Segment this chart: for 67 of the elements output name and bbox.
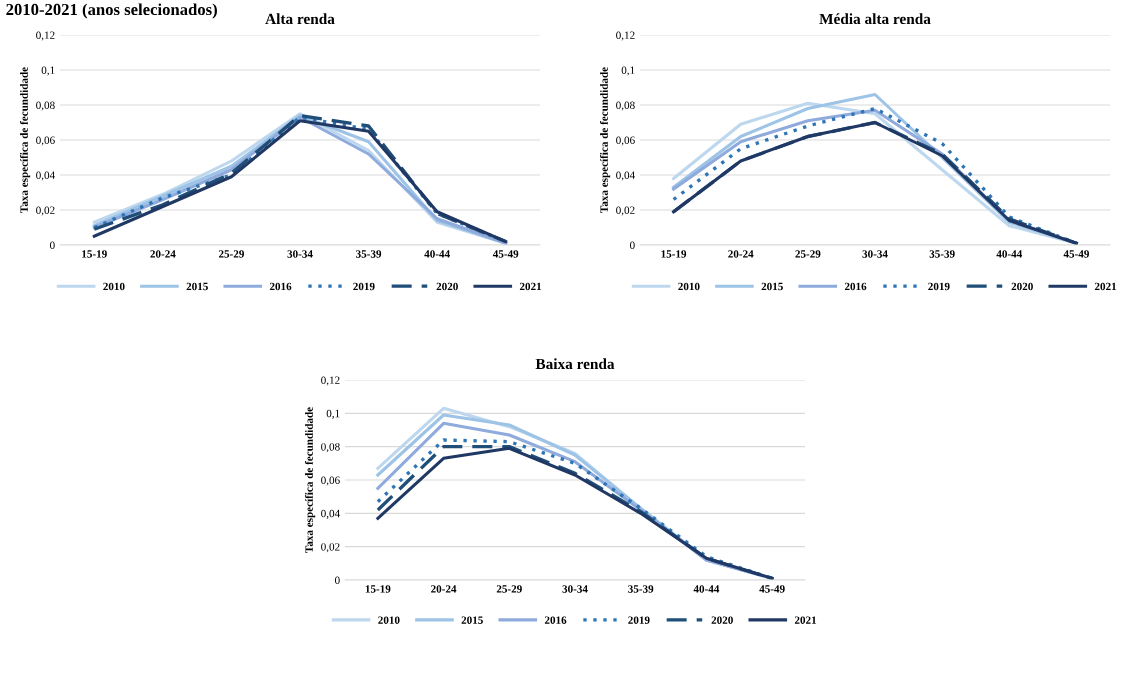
y-tick-label: 0,1	[326, 409, 340, 419]
legend-label: 2010	[678, 282, 700, 291]
legend-label: 2010	[103, 282, 125, 291]
legend-label: 2016	[269, 282, 292, 291]
x-tick-label: 35-39	[356, 250, 382, 258]
legend-label: 2019	[353, 282, 375, 291]
chart-title: Média alta renda	[819, 13, 931, 25]
legend-label: 2020	[436, 282, 458, 291]
x-tick-label: 20-24	[150, 250, 176, 258]
legend-label: 2010	[378, 616, 400, 624]
y-tick-label: 0,02	[616, 206, 635, 216]
y-axis-title: Taxa específica de fecundidade	[304, 407, 316, 553]
y-tick-label: 0,04	[36, 171, 55, 181]
x-tick-label: 35-39	[628, 585, 654, 593]
chart-title: Alta renda	[265, 13, 335, 25]
y-tick-label: 0,02	[321, 543, 340, 553]
x-tick-label: 45-49	[759, 585, 785, 593]
y-tick-label: 0,1	[41, 66, 55, 76]
legend-label: 2015	[461, 616, 483, 624]
x-tick-label: 45-49	[1063, 250, 1089, 258]
x-tick-label: 25-29	[218, 250, 244, 258]
legend-label: 2016	[844, 282, 867, 291]
x-tick-label: 25-29	[795, 250, 821, 258]
x-tick-label: 30-34	[562, 585, 588, 593]
y-tick-label: 0	[630, 241, 635, 249]
y-tick-label: 0,06	[36, 136, 55, 146]
y-tick-label: 0	[50, 241, 55, 249]
y-tick-label: 0,04	[616, 171, 635, 181]
y-tick-label: 0,08	[321, 443, 340, 453]
text: 2010-2021 (anos selecionados)	[6, 3, 217, 19]
legend-label: 2015	[761, 282, 783, 291]
legend-label: 2021	[794, 616, 817, 624]
y-tick-label: 0,08	[616, 101, 635, 111]
legend-label: 2020	[1011, 282, 1033, 291]
x-tick-label: 15-19	[661, 250, 687, 258]
y-tick-label: 0	[335, 576, 340, 584]
legend-label: 2020	[711, 616, 733, 624]
y-tick-label: 0,1	[621, 66, 635, 76]
legend-label: 2016	[544, 616, 567, 624]
legend-label: 2021	[519, 282, 542, 291]
y-axis-title: Taxa específica de fecundidade	[599, 67, 611, 213]
x-tick-label: 35-39	[929, 250, 955, 258]
chart-title: Baixa renda	[535, 358, 615, 370]
y-tick-label: 0,06	[321, 476, 340, 486]
y-tick-label: 0,02	[36, 206, 55, 216]
x-tick-label: 25-29	[496, 585, 522, 593]
x-tick-label: 15-19	[82, 250, 107, 258]
x-tick-label: 40-44	[996, 250, 1023, 258]
x-tick-label: 45-49	[492, 250, 519, 258]
y-tick-label: 0,12	[616, 31, 635, 41]
legend-label: 2019	[628, 616, 650, 624]
x-tick-label: 40-44	[424, 250, 450, 258]
legend-label: 2021	[1094, 282, 1117, 291]
x-tick-label: 30-34	[287, 250, 313, 258]
x-tick-label: 40-44	[693, 585, 720, 593]
y-tick-label: 0,12	[321, 376, 340, 386]
x-tick-label: 15-19	[365, 585, 391, 593]
x-tick-label: 20-24	[728, 250, 754, 258]
legend-label: 2019	[928, 282, 950, 291]
y-tick-label: 0,04	[321, 509, 340, 519]
y-tick-label: 0,08	[36, 101, 55, 111]
y-axis-title: Taxa específica de fecundidade	[19, 67, 31, 213]
x-tick-label: 30-34	[862, 250, 888, 258]
x-tick-label: 20-24	[431, 585, 457, 593]
y-tick-label: 0,06	[616, 136, 635, 146]
legend-label: 2015	[186, 282, 208, 291]
y-tick-label: 0,12	[36, 31, 55, 41]
